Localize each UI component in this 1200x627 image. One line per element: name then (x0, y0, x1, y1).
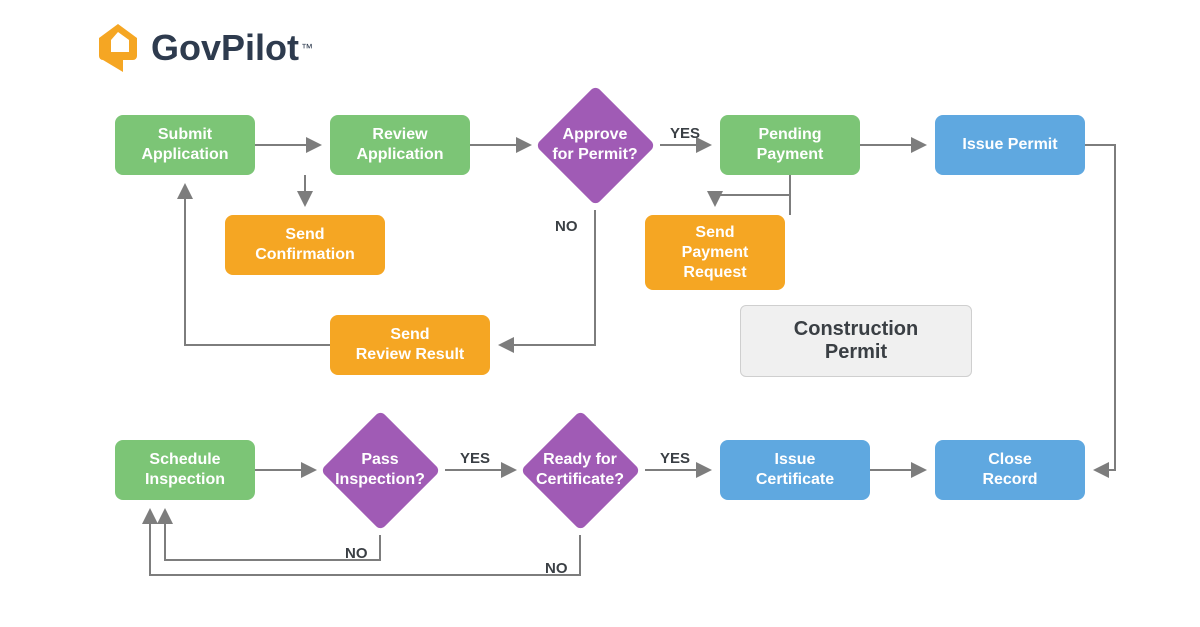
edge-6 (715, 175, 790, 215)
logo-trademark: ™ (301, 41, 313, 55)
diagram-title-box: ConstructionPermit (740, 305, 972, 377)
edge-4 (500, 210, 595, 345)
edge-label-11: NO (345, 545, 368, 562)
node-send_review: SendReview Result (330, 315, 490, 375)
node-send_conf: SendConfirmation (225, 215, 385, 275)
diagram-title-text: ConstructionPermit (794, 318, 918, 364)
node-pass_insp: PassInspection? (338, 428, 423, 513)
edge-label-10: YES (460, 450, 490, 467)
edge-label-12: NO (545, 560, 568, 577)
logo: GovPilot ™ (95, 22, 313, 74)
node-send_pay: SendPaymentRequest (645, 215, 785, 290)
node-issue_permit: Issue Permit (935, 115, 1085, 175)
node-ready_cert: Ready forCertificate? (538, 428, 623, 513)
logo-text: GovPilot (151, 27, 299, 69)
node-approve: Approvefor Permit? (553, 103, 638, 188)
edge-label-3: YES (670, 125, 700, 142)
logo-icon (95, 22, 141, 74)
edge-label-4: NO (555, 218, 578, 235)
edge-12 (150, 510, 580, 575)
node-review: ReviewApplication (330, 115, 470, 175)
node-issue_cert: IssueCertificate (720, 440, 870, 500)
node-close: CloseRecord (935, 440, 1085, 500)
edge-8 (1085, 145, 1115, 470)
node-schedule: ScheduleInspection (115, 440, 255, 500)
edge-label-13: YES (660, 450, 690, 467)
node-pending: PendingPayment (720, 115, 860, 175)
node-submit: SubmitApplication (115, 115, 255, 175)
